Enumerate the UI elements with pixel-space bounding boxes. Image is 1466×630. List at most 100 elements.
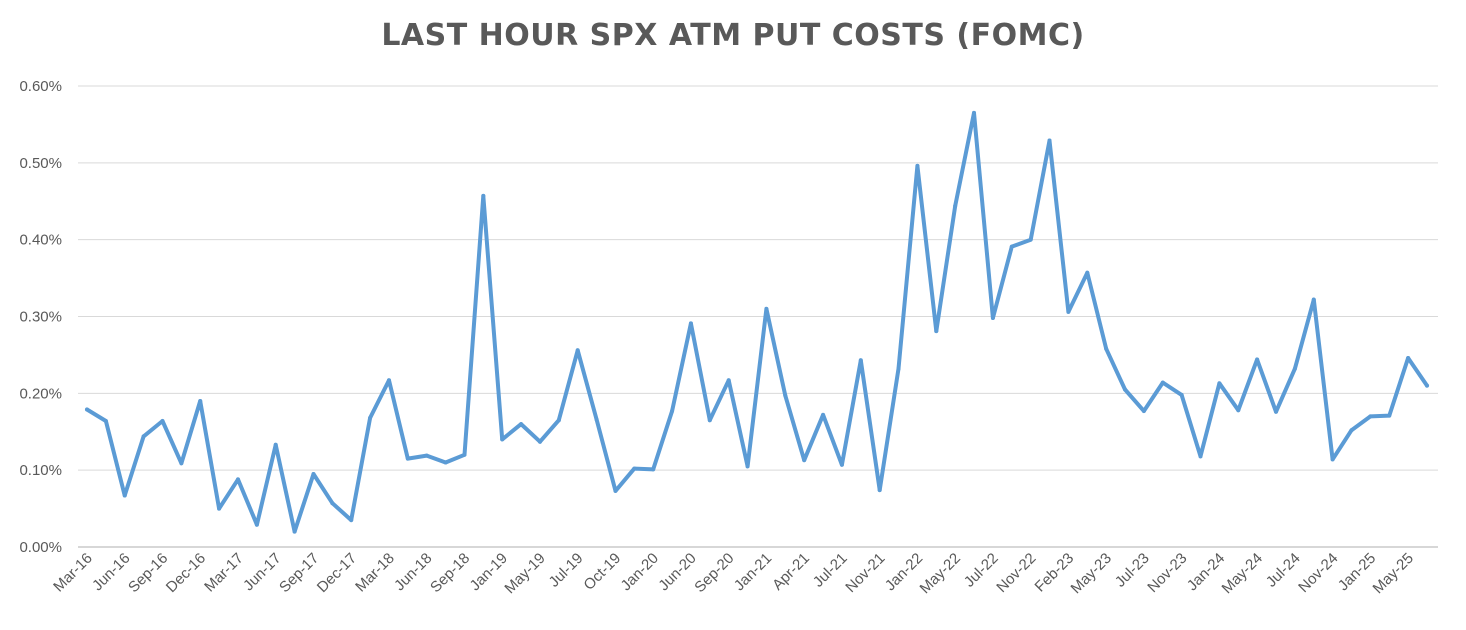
data-point	[1349, 428, 1354, 433]
y-tick-label: 0.50%	[19, 155, 62, 172]
data-point	[235, 477, 240, 482]
data-point	[1236, 408, 1241, 413]
data-point	[1047, 138, 1052, 143]
data-point	[1085, 270, 1090, 275]
data-point	[424, 453, 429, 458]
data-point	[1255, 357, 1260, 362]
data-point	[1406, 355, 1411, 360]
x-tick-label: Nov-24	[1295, 550, 1341, 596]
x-tick-label: May-23	[1068, 550, 1115, 597]
data-point	[1028, 237, 1033, 242]
x-tick-label: Jan-20	[618, 550, 662, 594]
data-point	[500, 437, 505, 442]
data-point	[877, 488, 882, 493]
x-tick-label: Nov-23	[1144, 550, 1190, 596]
data-point	[1274, 409, 1279, 414]
data-point	[934, 329, 939, 334]
data-point	[141, 434, 146, 439]
data-point	[707, 418, 712, 423]
x-tick-label: Oct-19	[580, 550, 624, 594]
data-point	[839, 462, 844, 467]
data-point	[594, 417, 599, 422]
x-tick-label: May-25	[1370, 550, 1417, 597]
data-point	[537, 439, 542, 444]
data-point	[405, 456, 410, 461]
y-tick-label: 0.20%	[19, 385, 62, 402]
y-tick-label: 0.10%	[19, 462, 62, 479]
x-tick-label: May-22	[917, 550, 964, 597]
data-point	[651, 467, 656, 472]
data-point	[896, 366, 901, 371]
series-layer	[85, 110, 1429, 534]
chart-title: LAST HOUR SPX ATM PUT COSTS (FOMC)	[381, 18, 1085, 53]
data-point	[726, 378, 731, 383]
data-point	[1160, 380, 1165, 385]
data-point	[1217, 381, 1222, 386]
y-tick-label: 0.00%	[19, 539, 62, 556]
data-point	[1141, 409, 1146, 414]
data-point	[1330, 457, 1335, 462]
data-point	[1311, 297, 1316, 302]
data-point	[783, 393, 788, 398]
data-point	[481, 193, 486, 198]
x-tick-label: Jun-17	[240, 550, 284, 594]
data-point	[292, 529, 297, 534]
x-tick-label: Mar-17	[201, 550, 247, 596]
x-tick-label: May-24	[1219, 550, 1266, 597]
x-tick-label: Sep-17	[276, 550, 322, 596]
data-point	[556, 418, 561, 423]
data-point	[273, 442, 278, 447]
x-axis-tick-labels: Mar-16Jun-16Sep-16Dec-16Mar-17Jun-17Sep-…	[50, 550, 1417, 597]
data-point	[443, 460, 448, 465]
data-point	[1292, 366, 1297, 371]
x-tick-label: Mar-18	[352, 550, 398, 596]
x-tick-label: Nov-22	[993, 550, 1039, 596]
x-tick-label: Jan-21	[731, 550, 775, 594]
data-point	[254, 522, 259, 527]
data-point	[386, 378, 391, 383]
x-tick-label: Sep-18	[427, 550, 473, 596]
x-tick-label: Dec-16	[163, 550, 209, 596]
data-point	[85, 407, 89, 412]
x-tick-label: Sep-20	[691, 550, 737, 596]
data-point	[1198, 454, 1203, 459]
x-tick-label: Dec-17	[314, 550, 360, 596]
data-point	[670, 409, 675, 414]
data-point	[613, 488, 618, 493]
x-tick-label: Jun-20	[655, 550, 699, 594]
data-point	[103, 418, 108, 423]
data-point	[330, 501, 335, 506]
data-point	[575, 348, 580, 353]
data-point	[462, 452, 467, 457]
x-tick-label: Jun-18	[391, 550, 435, 594]
data-point	[1425, 383, 1429, 388]
data-point	[217, 506, 222, 511]
data-point	[858, 358, 863, 363]
x-tick-label: Mar-16	[50, 550, 96, 596]
x-tick-label: Sep-16	[125, 550, 171, 596]
data-point	[972, 110, 977, 115]
data-point	[349, 518, 354, 523]
data-point	[745, 464, 750, 469]
data-point	[179, 461, 184, 466]
y-tick-label: 0.60%	[19, 78, 62, 95]
data-point	[1179, 392, 1184, 397]
data-point	[821, 412, 826, 417]
data-point	[764, 306, 769, 311]
data-point	[1368, 414, 1373, 419]
data-point	[368, 415, 373, 420]
x-tick-label: Jun-16	[89, 550, 133, 594]
data-point	[1104, 346, 1109, 351]
y-tick-label: 0.30%	[19, 309, 62, 326]
data-point	[519, 422, 524, 427]
x-tick-label: Jul-19	[546, 550, 587, 591]
data-point	[198, 399, 203, 404]
data-point	[990, 316, 995, 321]
gridlines	[78, 85, 1438, 471]
data-point	[915, 163, 920, 168]
data-point	[688, 321, 693, 326]
data-point	[160, 418, 165, 423]
x-tick-label: Nov-21	[842, 550, 888, 596]
x-tick-label: Apr-21	[769, 550, 813, 594]
